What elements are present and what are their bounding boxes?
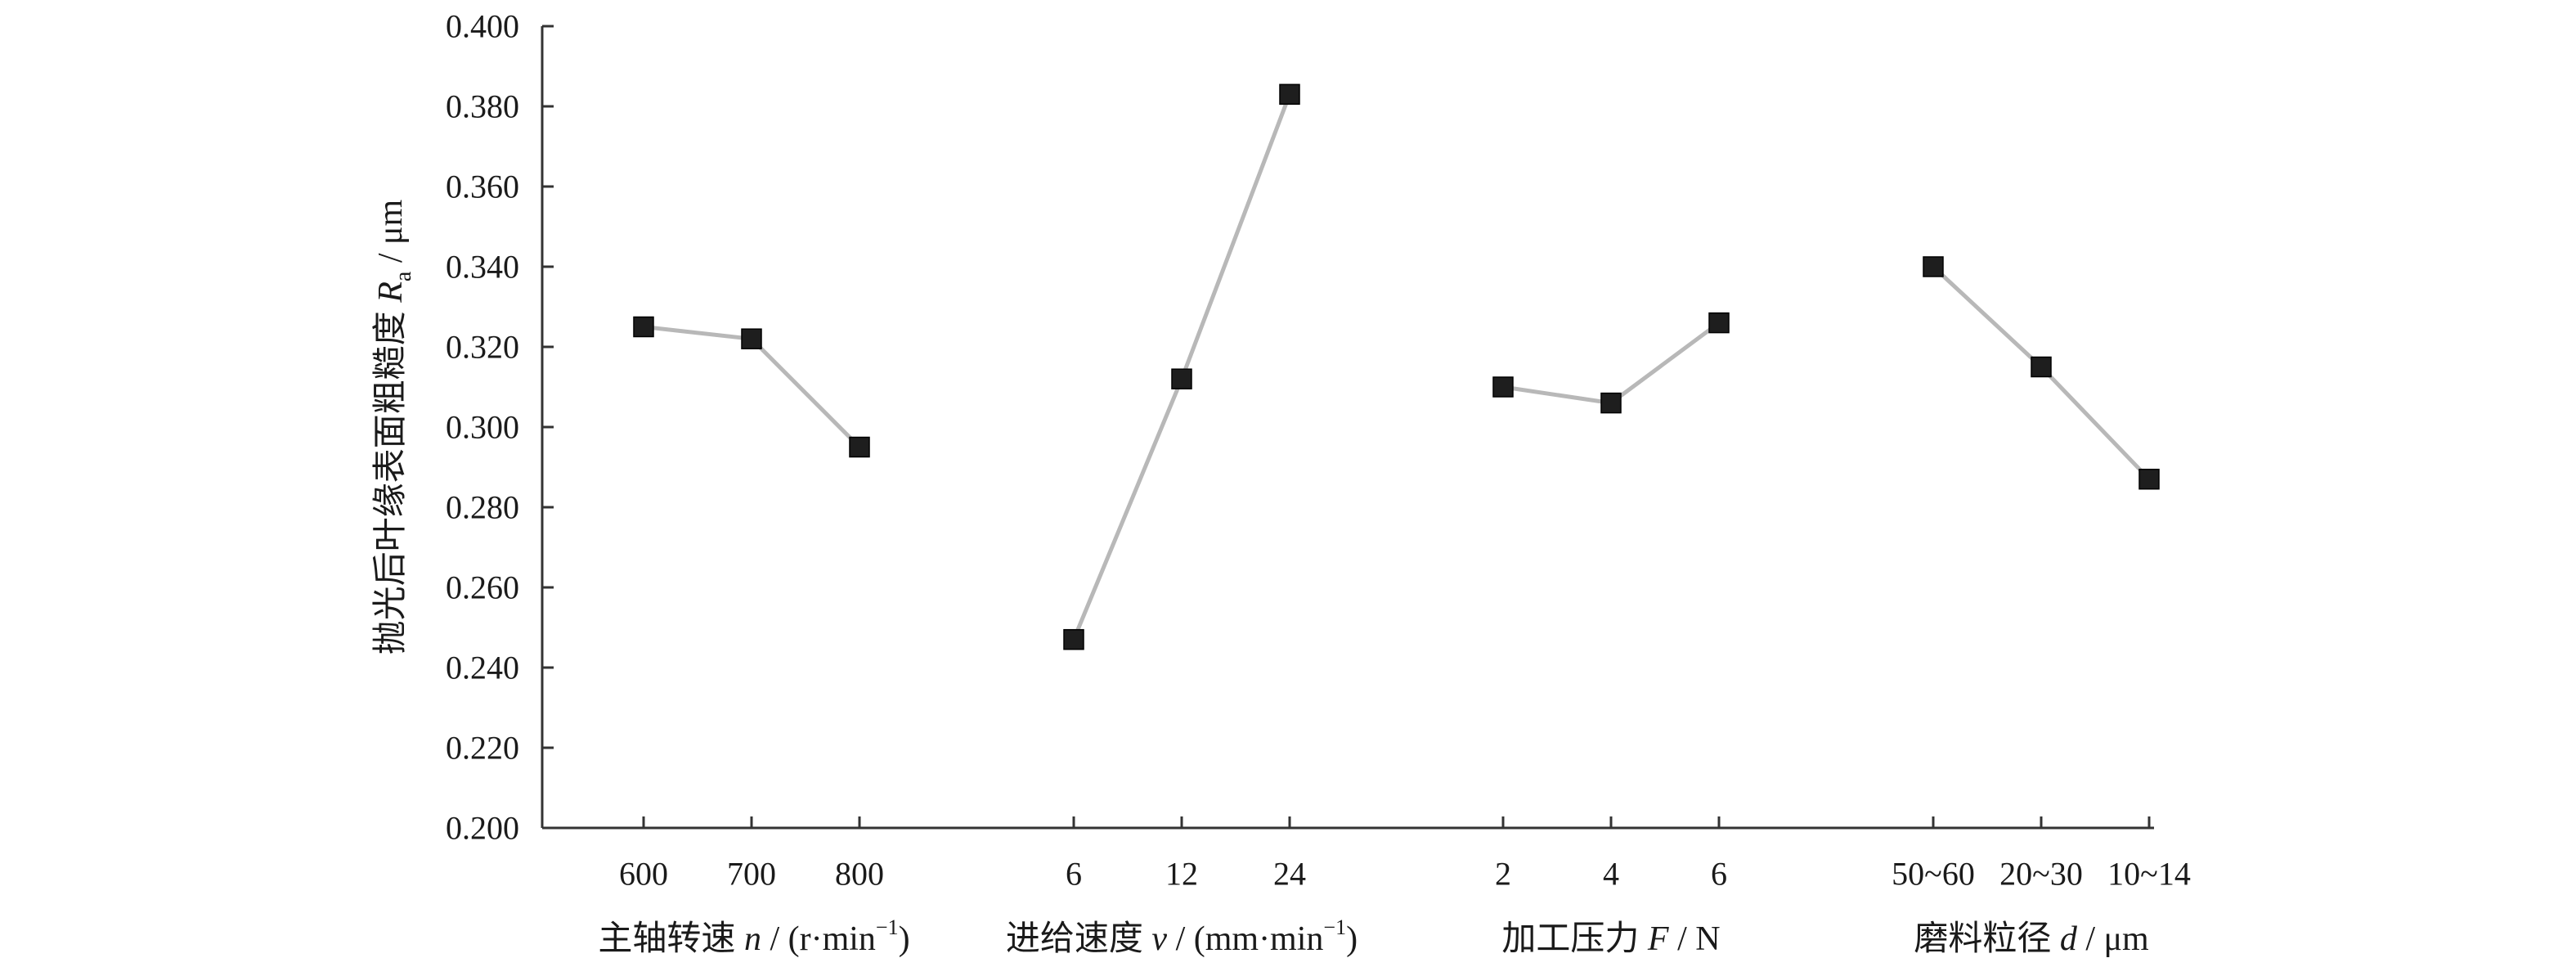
data-point [1600,392,1622,414]
y-tick-label: 0.320 [446,329,519,366]
data-point [1063,628,1084,650]
data-point [2138,468,2160,490]
y-tick-label: 0.260 [446,569,519,606]
x-axis: 600 700 800 6 12 24 2 4 6 50~60 20~30 10~14 [542,816,2191,893]
x-tick-label: 12 [1165,856,1198,893]
x-tick-label: 700 [727,856,776,893]
y-tick-label: 0.300 [446,409,519,446]
data-point [849,436,870,458]
y-tick-label: 0.280 [446,489,519,526]
data-point [1492,376,1514,398]
x-group-label: 加工压力 F / N [1501,920,1720,958]
data-point [1279,83,1300,106]
x-tick-label: 24 [1273,856,1306,893]
x-tick-label: 6 [1711,856,1727,893]
x-tick-label: 800 [835,856,884,893]
y-axis-label: 抛光后叶缘表面粗糙度 Ra / μm [372,199,416,654]
y-tick-label: 0.360 [446,169,519,205]
x-tick-label: 2 [1495,856,1511,893]
data-point [633,316,654,338]
y-tick-label: 0.240 [446,650,519,686]
y-tick-label: 0.220 [446,730,519,767]
x-group-label: 磨料粒径 d / μm [1914,920,2149,958]
x-tick-label: 6 [1066,856,1082,893]
x-tick-label: 10~14 [2107,856,2191,893]
axis-labels: 主轴转速 n / (r·min−1) 进给速度 v / (mm·min−1) 加工压… [372,199,2149,958]
x-group-label: 主轴转速 n / (r·min−1) [598,915,909,958]
data-point [1923,256,1944,277]
series-line-2 [1071,93,1292,641]
data-point [1708,312,1730,334]
x-tick-label: 600 [619,856,668,893]
series-group [633,83,2160,650]
data-point [2031,356,2052,378]
data-point [741,328,762,349]
y-axis: 0.200 0.220 0.240 0.260 0.280 0.300 0.320 0.340… [446,8,554,847]
y-tick-label: 0.380 [446,88,519,125]
y-tick-label: 0.400 [446,8,519,45]
x-group-label: 进给速度 v / (mm·min−1) [1006,915,1358,958]
y-tick-label: 0.340 [446,249,519,286]
data-point [1171,368,1192,389]
y-tick-label: 0.200 [446,810,519,847]
x-tick-label: 50~60 [1892,856,1975,893]
x-tick-label: 4 [1603,856,1619,893]
series-line-3 [1502,321,1721,406]
x-tick-label: 20~30 [1999,856,2083,893]
